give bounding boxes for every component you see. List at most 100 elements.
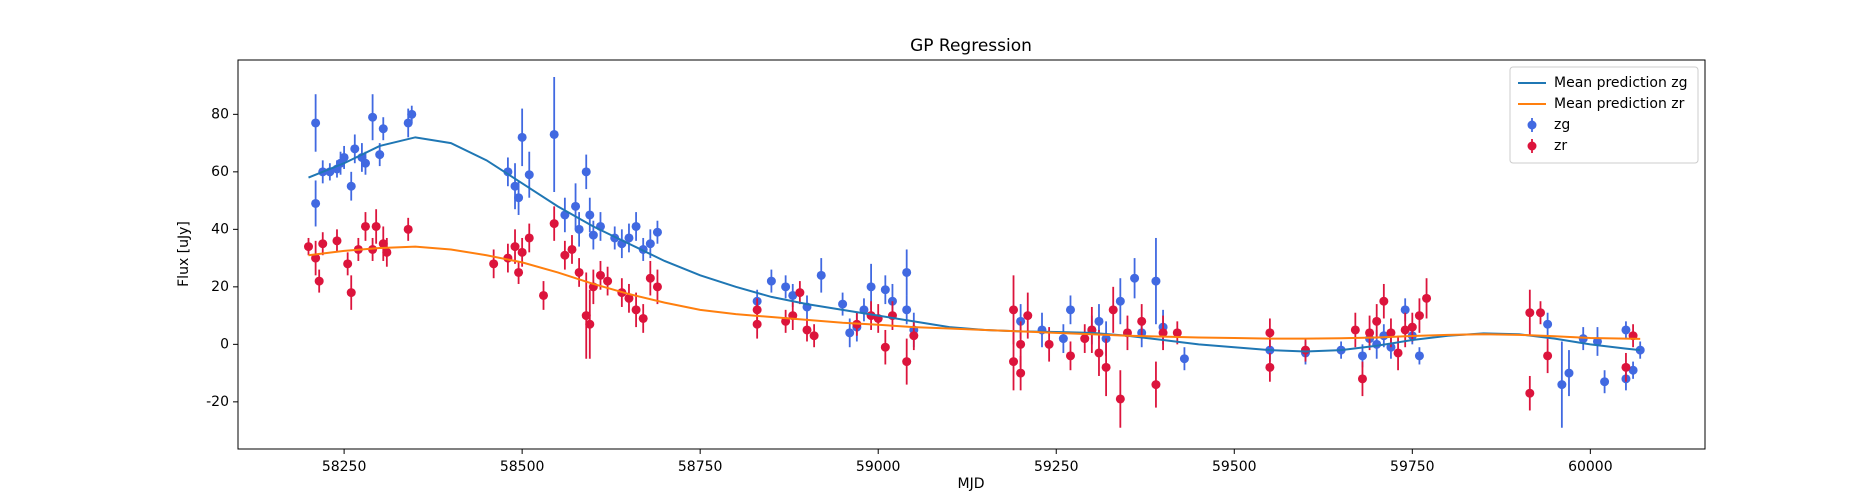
data-point bbox=[510, 181, 520, 191]
data-point bbox=[1130, 273, 1140, 283]
data-point bbox=[880, 285, 890, 295]
data-point bbox=[368, 112, 378, 122]
data-point bbox=[1414, 351, 1424, 361]
legend-marker bbox=[1527, 120, 1537, 130]
data-point bbox=[752, 319, 762, 329]
data-point bbox=[1300, 345, 1310, 355]
data-point bbox=[1265, 362, 1275, 372]
data-point bbox=[1393, 348, 1403, 358]
x-tick-label: 58500 bbox=[500, 459, 545, 475]
data-point bbox=[574, 267, 584, 277]
data-point bbox=[539, 290, 549, 300]
data-point bbox=[1357, 351, 1367, 361]
data-point bbox=[588, 230, 598, 240]
data-point bbox=[631, 305, 641, 315]
data-point bbox=[1557, 380, 1567, 390]
data-point bbox=[652, 227, 662, 237]
data-point bbox=[1365, 328, 1375, 338]
data-point bbox=[902, 305, 912, 315]
data-point bbox=[1151, 380, 1161, 390]
data-point bbox=[752, 305, 762, 315]
data-point bbox=[1009, 357, 1019, 367]
data-point bbox=[510, 242, 520, 252]
data-point bbox=[866, 282, 876, 292]
data-point bbox=[1621, 362, 1631, 372]
data-point bbox=[1414, 311, 1424, 321]
legend-label: Mean prediction zr bbox=[1554, 96, 1685, 112]
data-point bbox=[1115, 296, 1125, 306]
data-point bbox=[1600, 377, 1610, 387]
data-point bbox=[1564, 368, 1574, 378]
x-tick-label: 59000 bbox=[856, 459, 901, 475]
data-point bbox=[346, 181, 356, 191]
data-point bbox=[1386, 328, 1396, 338]
data-point bbox=[781, 282, 791, 292]
data-point bbox=[1543, 351, 1553, 361]
data-point bbox=[318, 239, 328, 249]
data-point bbox=[1115, 394, 1125, 404]
data-point bbox=[350, 144, 360, 154]
data-point bbox=[1407, 322, 1417, 332]
data-point bbox=[1422, 293, 1432, 303]
data-point bbox=[403, 224, 413, 234]
plot-frame bbox=[237, 59, 1706, 450]
data-point bbox=[524, 170, 534, 180]
data-point bbox=[514, 267, 524, 277]
data-point bbox=[1357, 374, 1367, 384]
data-point bbox=[378, 124, 388, 134]
data-point bbox=[645, 239, 655, 249]
data-point bbox=[517, 247, 527, 257]
legend-label: Mean prediction zg bbox=[1554, 75, 1688, 91]
data-point bbox=[549, 129, 559, 139]
data-point bbox=[1108, 305, 1118, 315]
data-point bbox=[816, 270, 826, 280]
data-point bbox=[560, 250, 570, 260]
x-tick-label: 59500 bbox=[1212, 459, 1257, 475]
data-point bbox=[311, 118, 321, 128]
data-point bbox=[585, 210, 595, 220]
data-point bbox=[360, 158, 370, 168]
data-point bbox=[1265, 328, 1275, 338]
data-point bbox=[360, 221, 370, 231]
data-point bbox=[524, 233, 534, 243]
data-point bbox=[624, 293, 634, 303]
data-point bbox=[638, 313, 648, 323]
mean-line bbox=[308, 245, 1641, 340]
data-point bbox=[567, 244, 577, 254]
data-point bbox=[631, 221, 641, 231]
data-point bbox=[1094, 316, 1104, 326]
data-point bbox=[1172, 328, 1182, 338]
data-point bbox=[1094, 348, 1104, 358]
legend-box bbox=[1509, 66, 1699, 164]
data-point bbox=[332, 236, 342, 246]
data-point bbox=[1179, 354, 1189, 364]
data-point bbox=[1016, 368, 1026, 378]
data-point bbox=[1158, 328, 1168, 338]
data-point bbox=[375, 150, 385, 160]
data-point bbox=[489, 259, 499, 269]
data-point bbox=[1023, 311, 1033, 321]
data-point bbox=[909, 331, 919, 341]
data-point bbox=[503, 167, 513, 177]
x-tick-label: 59750 bbox=[1390, 459, 1435, 475]
data-point bbox=[1065, 351, 1075, 361]
data-point bbox=[880, 342, 890, 352]
data-point bbox=[1621, 325, 1631, 335]
data-point bbox=[595, 270, 605, 280]
data-point bbox=[766, 276, 776, 286]
data-point bbox=[788, 290, 798, 300]
data-point bbox=[1137, 316, 1147, 326]
data-point bbox=[378, 239, 388, 249]
y-tick-label: -20 bbox=[206, 394, 229, 410]
x-tick-label: 59250 bbox=[1034, 459, 1079, 475]
data-point bbox=[809, 331, 819, 341]
data-point bbox=[311, 253, 321, 263]
data-point bbox=[343, 259, 353, 269]
data-point bbox=[1525, 308, 1535, 318]
data-point bbox=[371, 221, 381, 231]
data-point bbox=[581, 311, 591, 321]
data-point bbox=[1400, 305, 1410, 315]
x-tick-label: 58250 bbox=[322, 459, 367, 475]
data-point bbox=[585, 319, 595, 329]
x-axis-label: MJD bbox=[958, 476, 985, 492]
